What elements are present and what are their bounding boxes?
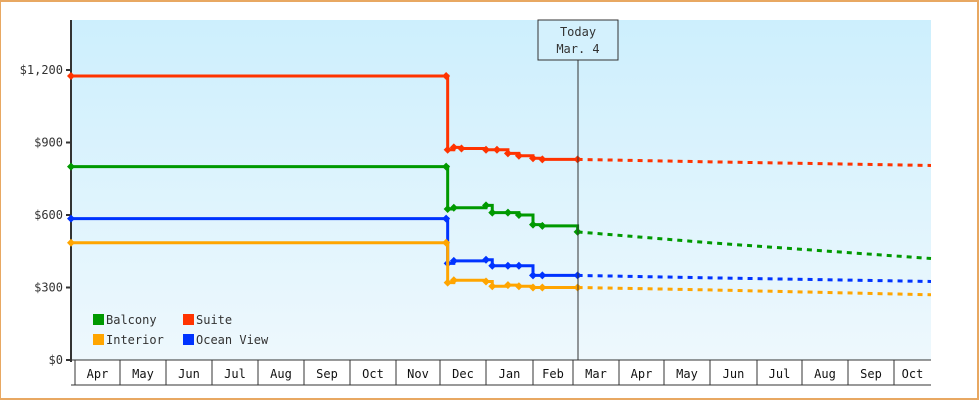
data-point[interactable] (67, 214, 75, 223)
month-label: Mar (585, 367, 607, 381)
data-point[interactable] (449, 276, 458, 285)
data-point[interactable] (529, 154, 537, 163)
data-point[interactable] (67, 162, 75, 171)
month-label: May (132, 367, 154, 381)
y-axis: $0 $300 $600 $900 $1,200 (20, 20, 72, 367)
month-label: Sep (860, 367, 882, 381)
data-point[interactable] (443, 278, 452, 287)
data-point[interactable] (503, 208, 512, 217)
data-point[interactable] (529, 283, 537, 292)
legend-label-balcony[interactable]: Balcony (106, 313, 157, 327)
month-label: Jun (723, 367, 745, 381)
data-point[interactable] (514, 282, 523, 291)
legend-label-ocean-view[interactable]: Ocean View (196, 333, 269, 347)
data-point[interactable] (443, 145, 452, 154)
y-tick-label: $600 (34, 208, 63, 222)
month-label: Feb (542, 367, 564, 381)
month-label: Apr (631, 367, 653, 381)
data-point[interactable] (503, 149, 512, 158)
data-point[interactable] (538, 221, 547, 230)
legend-label-interior[interactable]: Interior (106, 333, 164, 347)
month-label: Aug (814, 367, 836, 381)
month-label: Sep (316, 367, 338, 381)
y-tick-label: $0 (49, 353, 63, 367)
data-point[interactable] (449, 256, 458, 265)
month-label: Jan (499, 367, 521, 381)
month-label: Oct (902, 367, 924, 381)
data-point[interactable] (482, 145, 490, 154)
data-point[interactable] (443, 204, 452, 213)
plot-area (71, 20, 931, 360)
forecast-line-interior (577, 286, 932, 297)
y-tick-label: $900 (34, 136, 63, 150)
data-point[interactable] (514, 151, 523, 160)
forecast-line-balcony (577, 230, 932, 260)
data-point[interactable] (442, 72, 451, 81)
today-marker: Today Mar. 4 (537, 19, 619, 360)
data-point[interactable] (442, 214, 451, 223)
data-point[interactable] (529, 271, 537, 280)
month-label: Oct (362, 367, 384, 381)
data-point[interactable] (482, 255, 490, 264)
data-point[interactable] (529, 220, 537, 229)
month-label: May (676, 367, 698, 381)
data-point[interactable] (449, 203, 458, 212)
data-point[interactable] (538, 283, 547, 292)
series-lines (67, 72, 932, 297)
month-label: Dec (452, 367, 474, 381)
legend-swatch (93, 334, 104, 345)
legend: Balcony Suite Interior Ocean View (93, 313, 269, 347)
data-point[interactable] (538, 155, 547, 164)
month-label: Apr (87, 367, 109, 381)
month-label: Aug (270, 367, 292, 381)
forecast-line-ocean-view (577, 273, 932, 283)
data-point[interactable] (67, 238, 75, 247)
month-label: Nov (407, 367, 429, 381)
today-label: Today (560, 25, 596, 39)
y-tick-label: $300 (34, 281, 63, 295)
data-point[interactable] (457, 144, 466, 153)
data-point[interactable] (442, 162, 451, 171)
data-point[interactable] (488, 208, 497, 217)
legend-swatch (93, 314, 104, 325)
data-point[interactable] (492, 145, 501, 154)
month-label: Jul (769, 367, 791, 381)
x-axis: Apr May Jun Jul Aug Sep Oct Nov Dec Jan Feb Mar Apr M… (71, 359, 931, 386)
month-label: Jul (224, 367, 246, 381)
month-label: Jun (178, 367, 200, 381)
y-tick-label: $1,200 (20, 63, 63, 77)
legend-label-suite[interactable]: Suite (196, 313, 232, 327)
data-point[interactable] (442, 238, 451, 247)
data-point[interactable] (503, 281, 512, 290)
data-point[interactable] (488, 261, 497, 270)
data-point[interactable] (514, 211, 523, 219)
data-point[interactable] (538, 271, 547, 280)
data-point[interactable] (514, 261, 523, 270)
data-point[interactable] (482, 277, 490, 286)
legend-swatch (183, 314, 194, 325)
data-point[interactable] (449, 143, 458, 152)
data-point[interactable] (482, 201, 490, 210)
today-date: Mar. 4 (556, 42, 599, 56)
data-point[interactable] (67, 72, 75, 81)
data-point[interactable] (488, 282, 497, 291)
legend-swatch (183, 334, 194, 345)
data-point[interactable] (503, 261, 512, 270)
forecast-line-suite (577, 157, 932, 167)
